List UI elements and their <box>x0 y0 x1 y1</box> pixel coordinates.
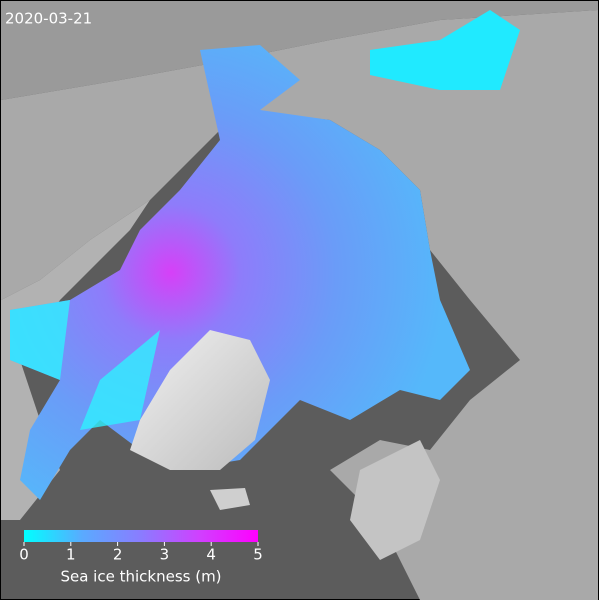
colorbar: 0 1 2 3 4 5 <box>19 530 263 564</box>
colorbar-label: Sea ice thickness (m) <box>60 568 221 586</box>
sea-ice-okhotsk <box>370 10 520 90</box>
colorbar-tick-label: 1 <box>66 546 76 564</box>
colorbar-tick-label: 2 <box>113 546 123 564</box>
colorbar-tick-label: 0 <box>19 546 29 564</box>
colorbar-tick-label: 3 <box>160 546 170 564</box>
land-iceland <box>210 488 250 510</box>
colorbar-bar <box>24 530 258 542</box>
land-eurasia <box>1 10 598 600</box>
land-north <box>1 1 598 100</box>
greenland <box>130 330 270 470</box>
colorbar-tick-label: 5 <box>253 546 263 564</box>
date-label: 2020-03-21 <box>5 10 92 28</box>
land-scandinavia <box>350 440 440 560</box>
sea-ice-thin <box>10 300 160 430</box>
colorbar-tick-label: 4 <box>206 546 216 564</box>
